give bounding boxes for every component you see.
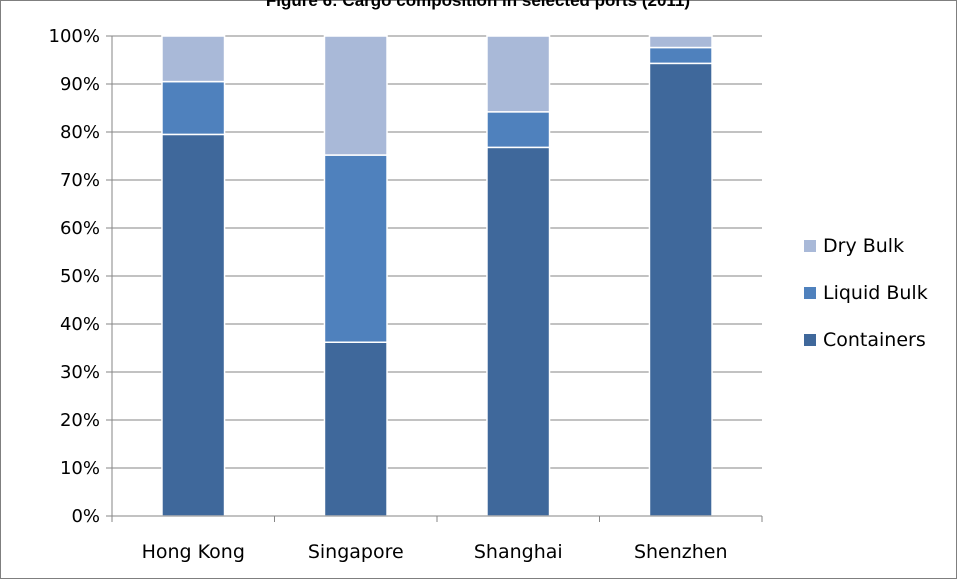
legend-label: Containers: [823, 329, 926, 351]
bar-segment-dry-bulk: [161, 35, 226, 83]
x-tick-label: Singapore: [308, 541, 404, 563]
y-tick-label: 70%: [60, 170, 100, 191]
y-tick-label: 20%: [60, 410, 100, 431]
x-tick-label: Hong Kong: [142, 541, 245, 563]
y-tick-label: 80%: [60, 122, 100, 143]
bars: [161, 35, 713, 517]
y-tick-label: 50%: [60, 266, 100, 287]
chart-title: Figure 6: Cargo composition in selected …: [266, 0, 690, 10]
legend-label: Liquid Bulk: [823, 282, 928, 304]
bar-segment-containers: [161, 133, 226, 517]
axes: 0% 10% 20% 30% 40% 50% 60% 70% 80% 90% 100% Hong Ko…: [49, 26, 763, 563]
bar-segment-dry-bulk: [323, 35, 388, 156]
y-tick-label: 10%: [60, 458, 100, 479]
bar-segment-liquid-bulk: [161, 80, 226, 136]
bar-segment-liquid-bulk: [323, 154, 388, 343]
x-tick-label: Shanghai: [474, 541, 563, 563]
legend: Dry Bulk Liquid Bulk Containers: [804, 235, 928, 351]
y-tick-label: 100%: [49, 26, 100, 47]
legend-swatch: [804, 287, 816, 299]
legend-label: Dry Bulk: [823, 235, 904, 257]
bar-segment-containers: [486, 146, 551, 517]
bar-segment-liquid-bulk: [648, 46, 713, 65]
bar-segment-dry-bulk: [648, 35, 713, 49]
bar-segment-containers: [648, 62, 713, 517]
y-tick-label: 40%: [60, 314, 100, 335]
bar-segment-dry-bulk: [486, 35, 551, 113]
legend-swatch: [804, 240, 816, 252]
legend-swatch: [804, 334, 816, 346]
bar-segment-containers: [323, 341, 388, 517]
y-tick-label: 0%: [71, 506, 100, 527]
y-tick-label: 90%: [60, 74, 100, 95]
x-tick-label: Shenzhen: [634, 541, 728, 563]
bar-segment-liquid-bulk: [486, 111, 551, 149]
y-tick-label: 60%: [60, 218, 100, 239]
y-tick-label: 30%: [60, 362, 100, 383]
